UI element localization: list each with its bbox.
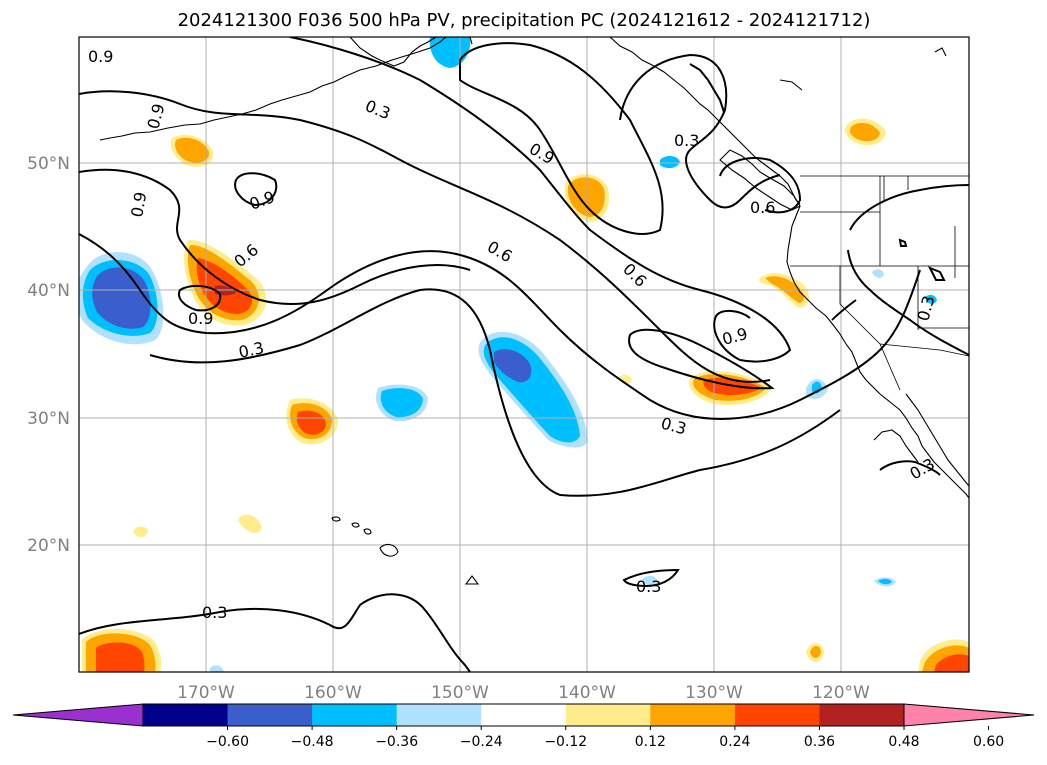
colorbar-tick-label: −0.12 — [544, 734, 587, 750]
colorbar-box — [565, 704, 651, 726]
colorbar-tick-label: 0.36 — [804, 734, 835, 750]
colorbar — [12, 703, 1035, 727]
map-frame — [78, 36, 970, 673]
latitude-labels: 50°N 40°N 30°N 20°N — [27, 154, 70, 556]
lon-label: 120°W — [812, 683, 870, 703]
pv-contour-label: 0.3 — [674, 131, 699, 150]
colorbar-box — [396, 704, 482, 726]
lat-label: 50°N — [27, 154, 70, 174]
lon-label: 160°W — [304, 683, 362, 703]
colorbar-box — [734, 704, 820, 726]
colorbar-frame — [142, 703, 905, 727]
colorbar-tick-label: 0.60 — [973, 734, 1004, 750]
pv-contour-label: 0.3 — [636, 577, 661, 596]
colorbar-ticks: −0.60 −0.48 −0.36 −0.24 −0.12 0.12 0.24 0.36 0.4… — [206, 726, 1004, 750]
coastlines — [99, 37, 969, 585]
colorbar-box — [312, 704, 398, 726]
lat-label: 20°N — [27, 536, 70, 556]
lon-label: 150°W — [431, 683, 489, 703]
pv-contour-label: 0.9 — [88, 47, 113, 66]
colorbar-tick-label: 0.48 — [888, 734, 919, 750]
map-area: 0.9 0.3 0.9 0.3 0.9 0.9 0.6 0.6 0.6 0.6 … — [79, 37, 969, 672]
pv-contour-label: 0.9 — [188, 309, 213, 328]
map-title: 2024121300 F036 500 hPa PV, precipitatio… — [178, 10, 871, 31]
colorbar-tick-label: −0.24 — [460, 734, 503, 750]
lon-label: 130°W — [685, 683, 743, 703]
colorbar-box — [481, 704, 567, 726]
lon-label: 140°W — [558, 683, 616, 703]
colorbar-extend-min — [12, 703, 144, 727]
lon-label: 170°W — [177, 683, 235, 703]
pv-contour-label: 0.3 — [202, 603, 227, 622]
colorbar-tick-label: −0.60 — [206, 734, 249, 750]
pv-contour-label: 0.3 — [237, 338, 266, 362]
colorbar-tick-label: −0.36 — [375, 734, 418, 750]
lat-label: 40°N — [27, 281, 70, 301]
colorbar-tick-label: 0.24 — [719, 734, 750, 750]
colorbar-box — [819, 704, 905, 726]
pv-contour-label: 0.6 — [750, 198, 775, 217]
lat-label: 30°N — [27, 409, 70, 429]
colorbar-box — [650, 704, 736, 726]
pv-contour-label: 0.9 — [127, 190, 150, 218]
pv-contours — [79, 37, 969, 672]
colorbar-box — [227, 704, 313, 726]
colorbar-extend-max — [903, 703, 1035, 727]
colorbar-tick-label: −0.48 — [291, 734, 334, 750]
colorbar-tick-label: 0.12 — [635, 734, 666, 750]
longitude-labels: 170°W 160°W 150°W 140°W 130°W 120°W — [177, 683, 870, 703]
colorbar-box — [143, 704, 229, 726]
